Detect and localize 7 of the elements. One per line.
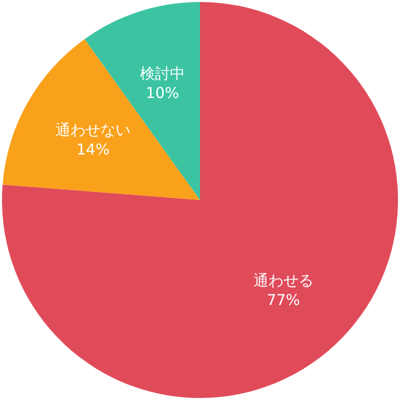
data-label: 77% <box>266 291 300 310</box>
pie-slice <box>2 39 200 200</box>
data-label: 10% <box>146 84 180 102</box>
slice-label: 検討中 <box>140 64 185 83</box>
slice-label: 通わせない <box>56 121 131 140</box>
slice-label: 通わせる <box>253 272 314 290</box>
data-label: 14% <box>76 140 110 159</box>
